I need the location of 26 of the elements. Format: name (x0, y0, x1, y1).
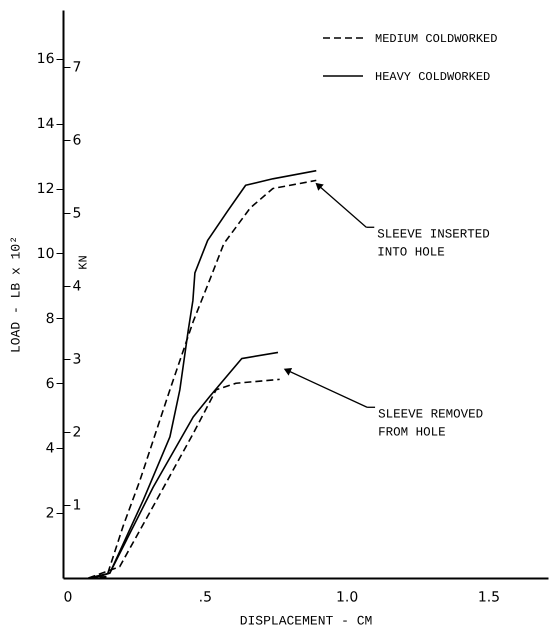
y-axis-title: LOAD - LB x 10² (8, 236, 24, 354)
legend-label: HEAVY COLDWORKED (375, 70, 490, 84)
annotation: SLEEVE REMOVED FROM HOLE (378, 407, 484, 440)
y-tick-label: 8 (46, 310, 54, 327)
y-tick-label: 10 (36, 246, 54, 262)
x-axis-title: DISPLACEMENT - CM (240, 614, 372, 628)
y-tick-label: 2 (46, 506, 54, 522)
y2-axis-title: KN (76, 255, 90, 270)
y-tick-label: 16 (36, 51, 55, 68)
legend-label: MEDIUM COLDWORKED (375, 32, 498, 46)
x-tick-label: 0 (64, 590, 72, 606)
y-tick-label: 4 (46, 440, 55, 457)
y2-tick-label: 2 (72, 424, 82, 440)
x-tick-label: .5 (198, 590, 212, 606)
y2-tick-label: 3 (72, 351, 82, 368)
y-tick-label: 6 (46, 376, 55, 392)
y2-tick-label: 7 (72, 59, 82, 76)
y-tick-label: 14 (36, 116, 55, 132)
y2-tick-label: 5 (72, 205, 82, 222)
x-tick-label: 1.0 (336, 590, 358, 606)
y2-tick-label: 1 (72, 497, 82, 514)
y2-tick-label: 6 (72, 132, 82, 148)
annotation: SLEEVE INSERTED INTO HOLE (377, 227, 490, 260)
x-tick-label: 1.5 (478, 590, 500, 606)
y-tick-label: 12 (36, 181, 54, 198)
y2-tick-label: 4 (72, 278, 82, 294)
